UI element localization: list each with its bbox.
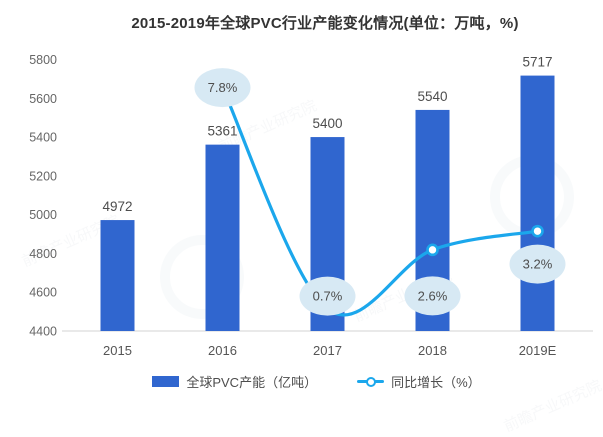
growth-bubble [194, 68, 251, 108]
growth-bubble-label: 3.2% [523, 257, 553, 272]
y-tick-label: 5200 [29, 169, 57, 183]
y-tick-label: 5000 [29, 208, 57, 222]
line-marker-icon [365, 376, 376, 387]
bar-2019E [520, 75, 555, 331]
bar-value-label: 5717 [522, 55, 552, 70]
chart-legend: 全球PVC产能（亿吨） 同比增长（%） [30, 372, 603, 391]
bar-value-label: 5400 [312, 116, 342, 131]
growth-bubble [404, 276, 461, 316]
bar-value-label: 5361 [207, 124, 237, 139]
growth-bubble [509, 244, 566, 284]
line-marker [531, 224, 544, 238]
bar-value-label: 4972 [102, 199, 132, 214]
bar-2016 [205, 144, 240, 331]
y-tick-label: 5800 [29, 53, 57, 67]
bar-value-label: 5540 [417, 89, 447, 104]
x-tick-label-2018: 2018 [418, 343, 447, 358]
bar-series-swatch [152, 376, 180, 387]
growth-bubble [299, 276, 356, 316]
y-tick-label: 4400 [29, 325, 57, 339]
x-tick-label-2017: 2017 [313, 343, 342, 358]
growth-line [220, 85, 540, 317]
growth-bubble-label: 7.8% [208, 80, 238, 95]
legend-item-growth: 同比增长（%） [357, 372, 481, 391]
y-tick-label: 5400 [29, 131, 57, 145]
legend-label-capacity: 全球PVC产能（亿吨） [186, 375, 318, 390]
growth-bubble-label: 0.7% [313, 289, 343, 304]
chart-title: 2015-2019年全球PVC行业产能变化情况(单位：万吨，%) [131, 15, 519, 32]
y-tick-label: 4800 [29, 247, 57, 261]
line-marker [426, 243, 439, 257]
line-series-swatch [357, 376, 385, 387]
x-tick-label-2015: 2015 [103, 343, 132, 358]
x-tick-label-2016: 2016 [208, 343, 237, 358]
y-tick-label: 5600 [29, 92, 57, 106]
y-tick-label: 4600 [29, 286, 57, 300]
legend-item-capacity: 全球PVC产能（亿吨） [152, 372, 317, 391]
bar-2015 [100, 220, 135, 331]
x-tick-label-2019E: 2019E [519, 343, 557, 358]
growth-bubble-label: 2.6% [418, 288, 448, 303]
legend-label-growth: 同比增长（%） [391, 375, 481, 390]
